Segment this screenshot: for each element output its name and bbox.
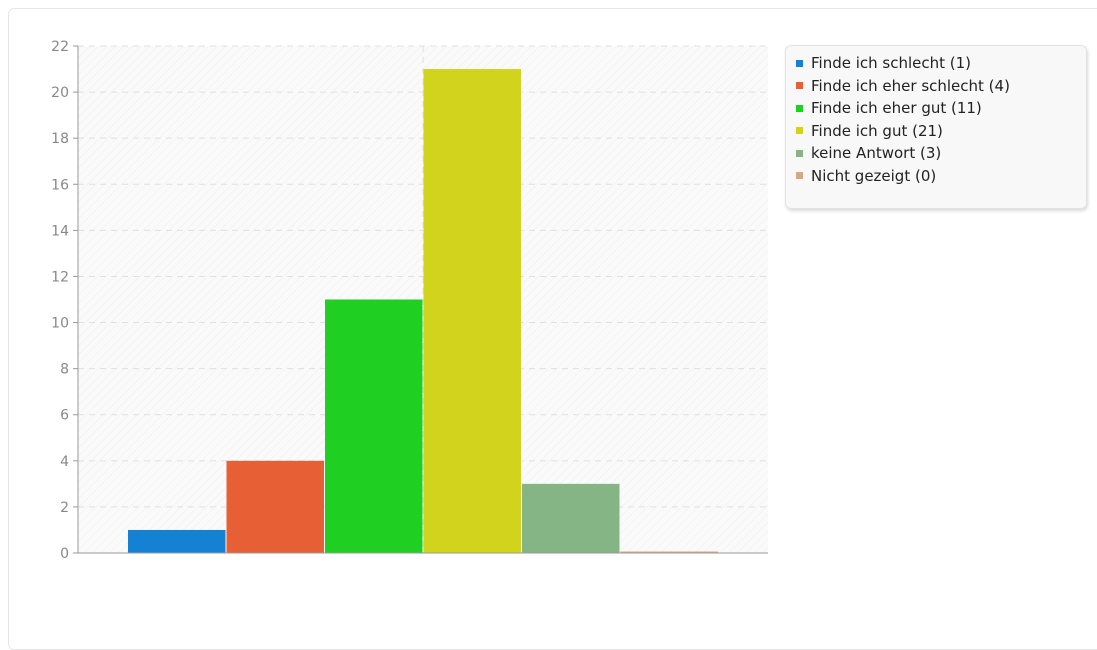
grid-lines	[78, 45, 768, 553]
legend-swatch	[796, 59, 803, 67]
y-tick-label: 2	[60, 500, 69, 516]
legend-item[interactable]: keine Antwort (3)	[796, 142, 1086, 165]
y-tick-label: 8	[60, 362, 69, 378]
legend-item[interactable]: Finde ich eher schlecht (4)	[796, 75, 1086, 98]
legend-item[interactable]: Finde ich gut (21)	[796, 120, 1086, 143]
legend-label: Nicht gezeigt (0)	[811, 166, 937, 185]
legend: Finde ich schlecht (1) Finde ich eher sc…	[785, 45, 1087, 209]
legend-label: keine Antwort (3)	[811, 144, 942, 163]
legend-label: Finde ich eher schlecht (4)	[811, 76, 1010, 95]
y-axis-ticks: 0 2 4 6 8 10 12 14 16 18 20 22	[51, 39, 78, 562]
y-tick-label: 4	[60, 454, 69, 470]
y-tick-label: 16	[51, 177, 69, 193]
bar-chart: 0 2 4 6 8 10 12 14 16 18 20 22	[51, 39, 768, 562]
legend-label: Finde ich gut (21)	[811, 121, 943, 140]
y-tick-label: 10	[51, 316, 69, 332]
legend-swatch	[796, 127, 803, 135]
legend-swatch	[796, 82, 803, 90]
legend-swatch	[796, 104, 803, 112]
legend-label: Finde ich eher gut (11)	[811, 99, 982, 118]
legend-swatch	[796, 149, 803, 157]
y-tick-label: 20	[51, 85, 69, 101]
legend-item[interactable]: Nicht gezeigt (0)	[796, 165, 1086, 188]
bar[interactable]	[620, 551, 719, 554]
legend-swatch	[796, 172, 803, 180]
y-tick-label: 0	[60, 546, 69, 562]
bar[interactable]	[128, 529, 226, 553]
y-tick-label: 22	[51, 39, 69, 55]
bar[interactable]	[226, 460, 325, 553]
bar[interactable]	[423, 69, 522, 553]
bar[interactable]	[522, 483, 620, 553]
y-tick-label: 18	[51, 131, 69, 147]
y-tick-label: 6	[60, 408, 69, 424]
y-tick-label: 12	[51, 269, 69, 285]
legend-item[interactable]: Finde ich eher gut (11)	[796, 97, 1086, 120]
bar[interactable]	[325, 299, 423, 554]
legend-label: Finde ich schlecht (1)	[811, 54, 972, 73]
y-tick-label: 14	[51, 223, 69, 239]
bars	[128, 69, 718, 553]
legend-item[interactable]: Finde ich schlecht (1)	[796, 52, 1086, 75]
